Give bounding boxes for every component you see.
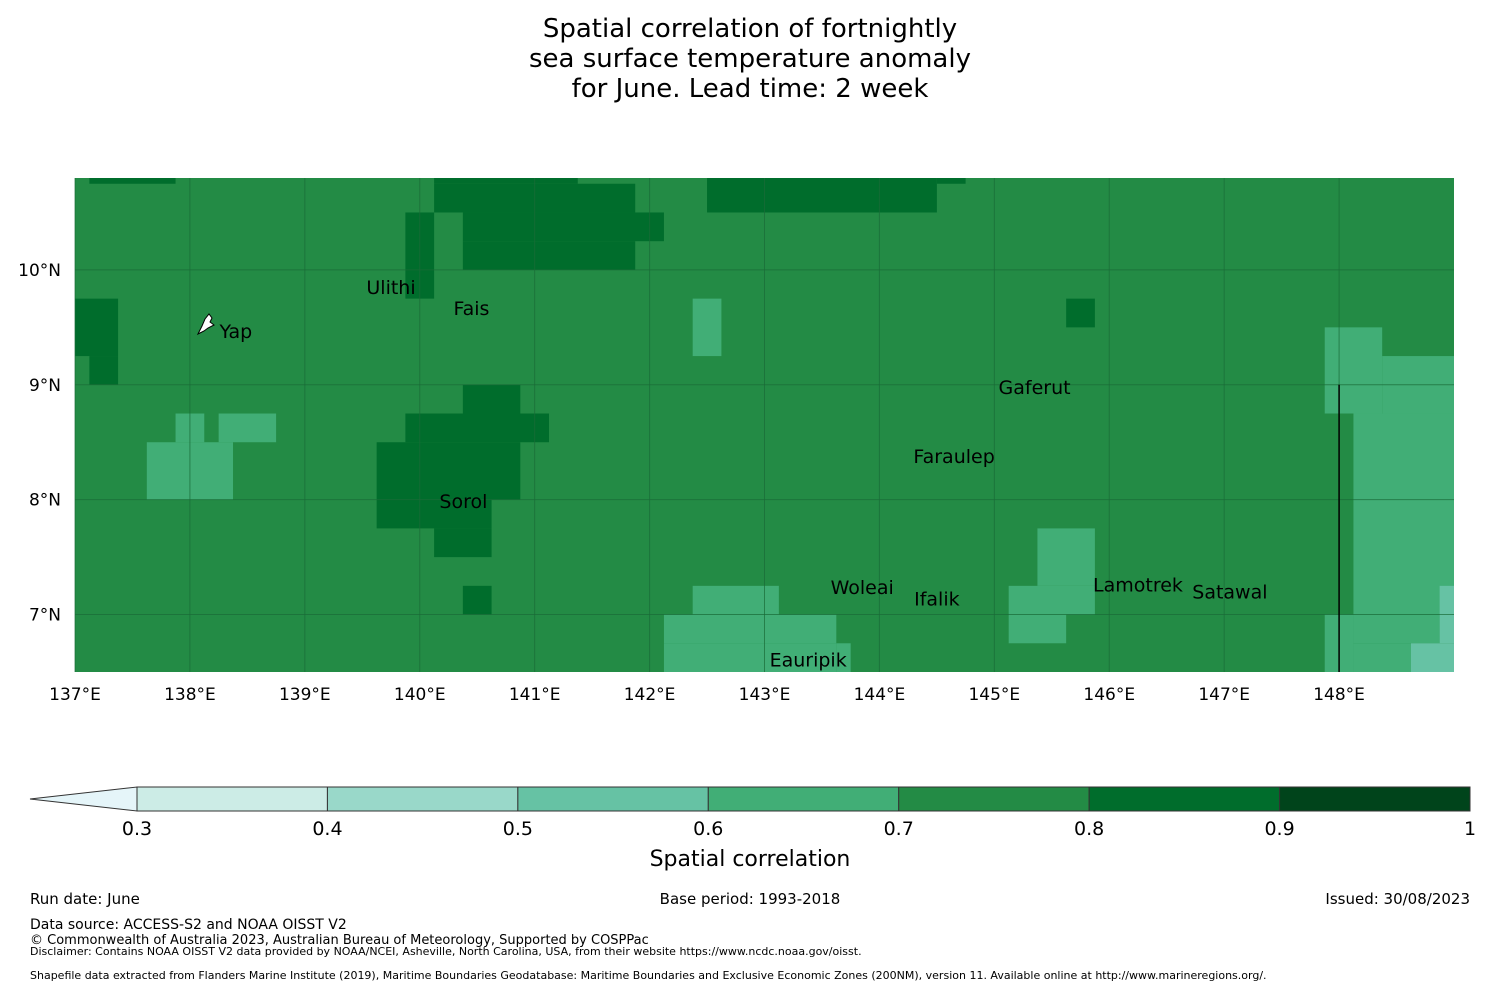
title-line-2: sea surface temperature anomaly (529, 44, 971, 74)
colorbar-tick-label: 0.3 (122, 818, 152, 840)
colorbar-segment (707, 786, 900, 812)
data-source: Data source: ACCESS-S2 and NOAA OISST V2 (30, 917, 347, 933)
colorbar-tick-label: 0.8 (1074, 818, 1104, 840)
x-tick-label: 147°E (1198, 685, 1250, 705)
map-cell (1324, 327, 1383, 414)
map-cell (218, 413, 277, 443)
map-cell (836, 643, 851, 672)
x-tick-label: 140°E (394, 685, 446, 705)
place-label: Yap (219, 321, 253, 343)
map-cell (1410, 643, 1454, 672)
x-tick-label: 139°E (279, 685, 331, 705)
map-cell (936, 178, 966, 184)
colorbar-tick-label: 1 (1464, 818, 1476, 840)
map-cell (462, 212, 664, 242)
map-cell (1008, 614, 1067, 644)
title-line-3: for June. Lead time: 2 week (571, 74, 929, 104)
colorbar-tick-label: 0.7 (884, 818, 914, 840)
map-cell (462, 241, 636, 270)
place-label: Satawal (1192, 582, 1267, 604)
map-cell (1353, 413, 1454, 615)
place-label: Ifalik (914, 588, 960, 610)
chart-title: Spatial correlation of fortnightly sea s… (0, 14, 1500, 104)
map-cell (462, 384, 521, 414)
place-label: Gaferut (999, 377, 1071, 399)
map-cell (692, 298, 722, 357)
x-tick-label: 138°E (164, 685, 216, 705)
map-cell (405, 413, 550, 443)
place-label: Eauripik (770, 649, 847, 671)
colorbar-tick-label: 0.9 (1264, 818, 1294, 840)
map-cell (462, 585, 492, 615)
yap-island-icon (196, 313, 215, 336)
map-cell (692, 585, 779, 615)
colorbar-segment (1088, 786, 1281, 812)
y-tick-label: 8°N (29, 491, 61, 511)
map-cell (434, 178, 578, 184)
colorbar-segment (136, 786, 328, 812)
x-tick-label: 142°E (624, 685, 676, 705)
place-label: Ulithi (366, 277, 415, 299)
x-tick-label: 143°E (739, 685, 791, 705)
y-tick-label: 9°N (29, 376, 61, 396)
map-cell (376, 499, 492, 529)
map-cell (75, 298, 119, 357)
place-label: Fais (453, 298, 489, 320)
map-cell (89, 178, 176, 184)
base-period: Base period: 1993-2018 (659, 890, 841, 908)
colorbar-tick-label: 0.4 (312, 818, 342, 840)
place-labels: Ulithi Fais Yap Gaferut Faraulep Sorol Woleai I… (219, 277, 1268, 671)
copyright: © Commonwealth of Australia 2023, Austra… (30, 933, 649, 948)
place-label: Lamotrek (1093, 575, 1183, 597)
place-label: Faraulep (913, 446, 994, 468)
map-cell (1353, 643, 1411, 672)
place-label: Sorol (439, 491, 487, 513)
map-cell (89, 356, 119, 385)
map-cell (1066, 298, 1095, 328)
x-tick-label: 144°E (854, 685, 906, 705)
shapefile-credit: Shapefile data extracted from Flanders M… (30, 969, 1267, 982)
title-line-1: Spatial correlation of fortnightly (542, 14, 958, 44)
colorbar-tick-label: 0.6 (693, 818, 723, 840)
colorbar-extend-arrow (29, 786, 138, 812)
map-cell (1353, 614, 1440, 644)
run-date: Run date: June (30, 890, 140, 908)
correlation-map: Ulithi Fais Yap Gaferut Faraulep Sorol Woleai I… (18, 178, 1454, 705)
map-cell (1008, 585, 1095, 615)
map-cell (707, 178, 937, 213)
map-cell (663, 614, 837, 644)
map-tick-labels: 137°E 138°E 139°E 140°E 141°E 142°E 143°E 144°E… (18, 261, 1365, 705)
map-gridlines (74, 178, 1454, 672)
colorbar-label: Spatial correlation (649, 847, 851, 872)
colorbar-tick-label: 0.5 (503, 818, 533, 840)
map-cell (434, 528, 492, 558)
y-tick-label: 7°N (29, 606, 61, 626)
colorbar-segment (326, 786, 519, 812)
x-tick-label: 148°E (1313, 685, 1365, 705)
y-tick-label: 10°N (18, 261, 61, 281)
x-tick-label: 141°E (509, 685, 561, 705)
map-cell (1037, 528, 1095, 586)
disclaimer: Disclaimer: Contains NOAA OISST V2 data … (30, 945, 862, 958)
x-tick-label: 145°E (968, 685, 1020, 705)
map-cell (376, 442, 521, 500)
colorbar-segment (1279, 786, 1471, 812)
map-cell (663, 643, 837, 672)
colorbar-segment (898, 786, 1090, 812)
place-label: Woleai (831, 577, 894, 599)
issued-date: Issued: 30/08/2023 (1325, 890, 1470, 908)
colorbar: 0.3 0.4 0.5 0.6 0.7 0.8 0.9 1 (29, 786, 1476, 840)
colorbar-segment (517, 786, 709, 812)
x-tick-label: 146°E (1083, 685, 1135, 705)
x-tick-label: 137°E (49, 685, 101, 705)
